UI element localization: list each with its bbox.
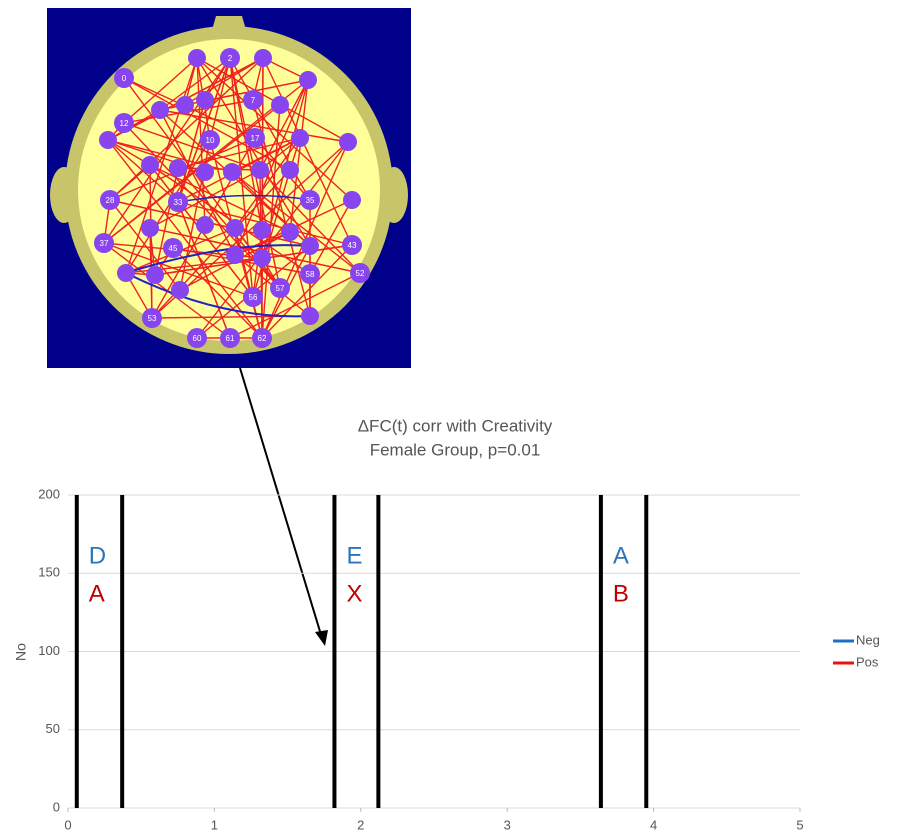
chart-title: ΔFC(t) corr with Creativity — [358, 416, 553, 435]
y-tick-label: 100 — [38, 643, 60, 658]
node — [171, 281, 189, 299]
legend-label: Neg — [856, 632, 880, 647]
node — [196, 216, 214, 234]
annotation-bottom: X — [346, 580, 362, 607]
node — [99, 131, 117, 149]
arrow — [240, 368, 322, 638]
annotation-bottom: A — [89, 580, 105, 607]
chart: 0212283743525657586162605345351017733 ΔF… — [0, 0, 911, 833]
arrow-head — [315, 630, 328, 646]
node-label: 43 — [348, 241, 357, 250]
node — [176, 96, 194, 114]
annotation-top: A — [613, 542, 629, 569]
node-label: 62 — [258, 334, 267, 343]
page: {"chart_data":{"type":"line", "title":"Δ… — [0, 0, 911, 833]
node — [141, 156, 159, 174]
node-label: 52 — [356, 269, 365, 278]
node — [117, 264, 135, 282]
node — [226, 219, 244, 237]
x-tick-label: 2 — [357, 817, 364, 832]
x-tick-label: 5 — [796, 817, 803, 832]
x-tick-label: 4 — [650, 817, 657, 832]
node-label: 61 — [226, 334, 235, 343]
node — [151, 101, 169, 119]
node-label: 10 — [206, 136, 215, 145]
x-tick-label: 0 — [64, 817, 71, 832]
y-tick-label: 50 — [46, 721, 60, 736]
chart-subtitle: Female Group, p=0.01 — [370, 440, 541, 459]
x-tick-label: 1 — [211, 817, 218, 832]
node-label: 53 — [148, 314, 157, 323]
node-label: 7 — [251, 96, 256, 105]
y-tick-label: 0 — [53, 799, 60, 814]
node — [223, 163, 241, 181]
node — [301, 307, 319, 325]
legend-label: Pos — [856, 654, 879, 669]
node-label: 56 — [249, 293, 258, 302]
head-network-inset: 0 2 12 28 37 43 52 56 57 58 61 62 60 53 45 35 10 17 7 33 — [47, 8, 411, 368]
node — [196, 163, 214, 181]
node-label: 2 — [228, 54, 233, 63]
y-tick-label: 150 — [38, 565, 60, 580]
node-label: 60 — [193, 334, 202, 343]
node-label: 35 — [306, 196, 315, 205]
annotation-bottom: B — [613, 580, 629, 607]
node — [281, 223, 299, 241]
node-label: 12 — [120, 119, 129, 128]
node — [251, 161, 269, 179]
node — [339, 133, 357, 151]
node — [141, 219, 159, 237]
node — [281, 161, 299, 179]
node — [253, 249, 271, 267]
node — [226, 246, 244, 264]
node — [146, 266, 164, 284]
node — [169, 159, 187, 177]
node-label: 45 — [169, 244, 178, 253]
y-tick-label: 200 — [38, 486, 60, 501]
annotation-top: D — [89, 542, 106, 569]
node-label: 0 — [122, 74, 127, 83]
node-label: 57 — [276, 284, 285, 293]
node — [299, 71, 317, 89]
node — [253, 221, 271, 239]
node — [188, 49, 206, 67]
y-axis-label: No — [13, 643, 29, 661]
x-tick-label: 3 — [504, 817, 511, 832]
node — [254, 49, 272, 67]
node — [343, 191, 361, 209]
node — [301, 237, 319, 255]
node-label: 33 — [174, 198, 183, 207]
node — [291, 129, 309, 147]
node — [196, 91, 214, 109]
node-label: 28 — [106, 196, 115, 205]
node-label: 58 — [306, 270, 315, 279]
node-label: 17 — [251, 134, 260, 143]
annotation-top: E — [346, 542, 362, 569]
node-label: 37 — [100, 239, 109, 248]
node — [271, 96, 289, 114]
